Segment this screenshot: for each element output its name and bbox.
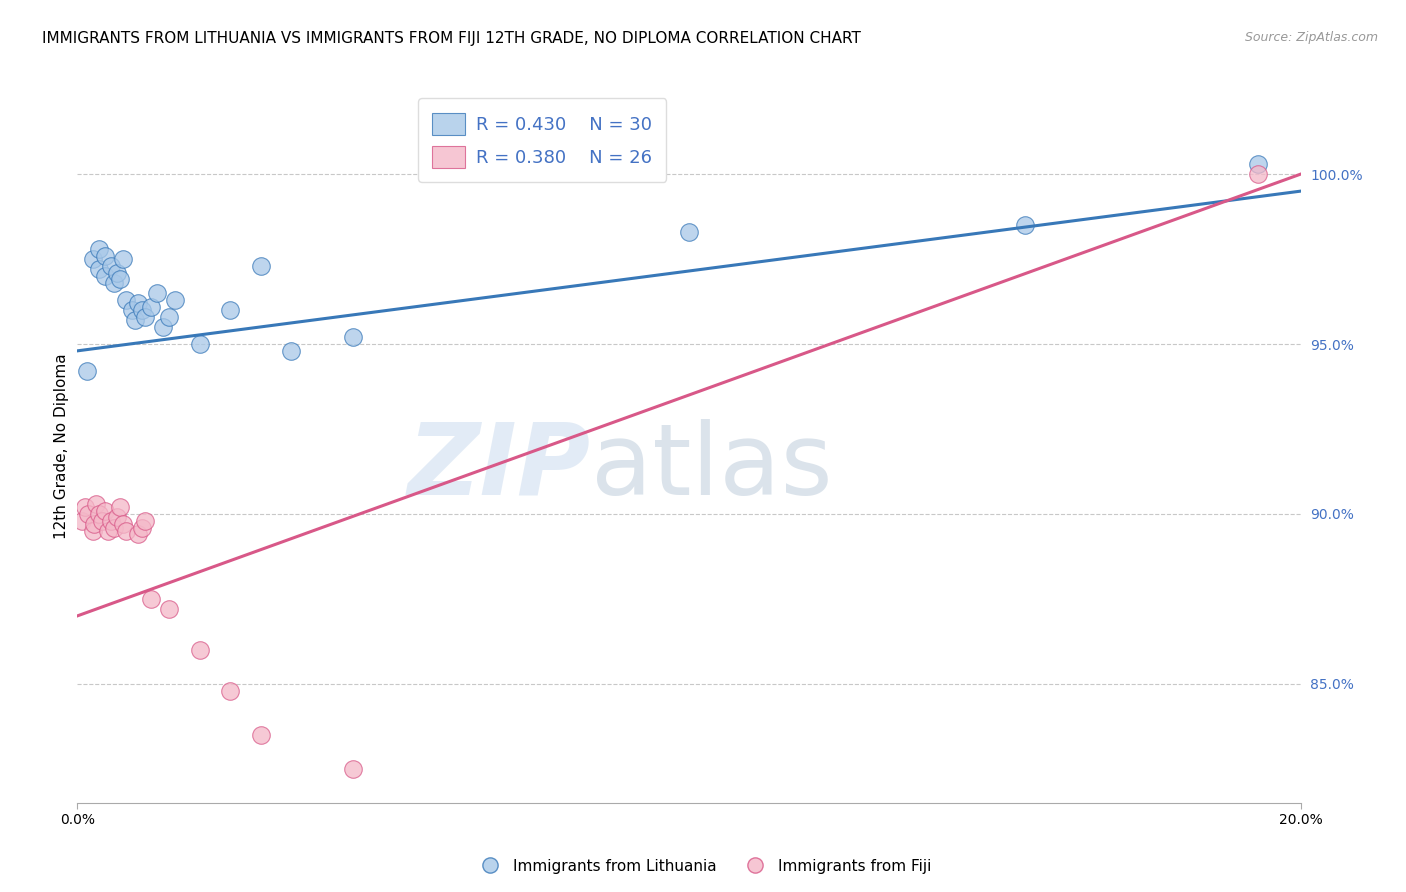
Point [112,252,135,266]
Point [94,249,117,263]
Point [152,320,174,334]
Text: IMMIGRANTS FROM LITHUANIA VS IMMIGRANTS FROM FIJI 12TH GRADE, NO DIPLOMA CORRELA: IMMIGRANTS FROM LITHUANIA VS IMMIGRANTS … [42,31,860,46]
Text: Source: ZipAtlas.com: Source: ZipAtlas.com [1244,31,1378,45]
Point [342,330,364,344]
Point [219,683,242,698]
Legend: R = 0.430    N = 30, R = 0.380    N = 26: R = 0.430 N = 30, R = 0.380 N = 26 [418,98,666,182]
Point [146,286,169,301]
Point [115,293,138,307]
Point [94,269,117,284]
Point [115,524,138,538]
Point [87,262,110,277]
Point [83,517,105,532]
Point [280,343,302,358]
Point [73,500,96,515]
Point [100,259,122,273]
Point [76,364,98,378]
Point [100,514,122,528]
Point [157,602,180,616]
Point [131,520,153,534]
Point [188,337,211,351]
Point [134,514,156,528]
Point [108,272,131,286]
Point [250,259,273,273]
Point [342,762,364,776]
Point [94,503,117,517]
Point [87,242,110,256]
Point [82,252,104,266]
Point [87,507,110,521]
Point [84,497,107,511]
Point [219,303,242,318]
Point [157,310,180,324]
Point [90,514,112,528]
Point [77,507,100,521]
Point [105,510,128,524]
Point [121,303,143,318]
Point [134,310,156,324]
Point [139,300,162,314]
Legend: Immigrants from Lithuania, Immigrants from Fiji: Immigrants from Lithuania, Immigrants fr… [468,853,938,880]
Point [1014,218,1036,232]
Point [131,303,153,318]
Point [128,527,150,541]
Point [139,591,162,606]
Point [1247,157,1270,171]
Text: atlas: atlas [591,419,832,516]
Point [124,313,146,327]
Point [112,517,135,532]
Point [678,225,700,239]
Point [165,293,187,307]
Point [128,296,150,310]
Point [188,643,211,657]
Point [108,500,131,515]
Point [97,524,120,538]
Point [103,276,125,290]
Y-axis label: 12th Grade, No Diploma: 12th Grade, No Diploma [53,353,69,539]
Point [70,514,93,528]
Point [250,728,273,742]
Point [1247,167,1270,181]
Point [82,524,104,538]
Text: ZIP: ZIP [408,419,591,516]
Point [103,520,125,534]
Point [105,266,128,280]
